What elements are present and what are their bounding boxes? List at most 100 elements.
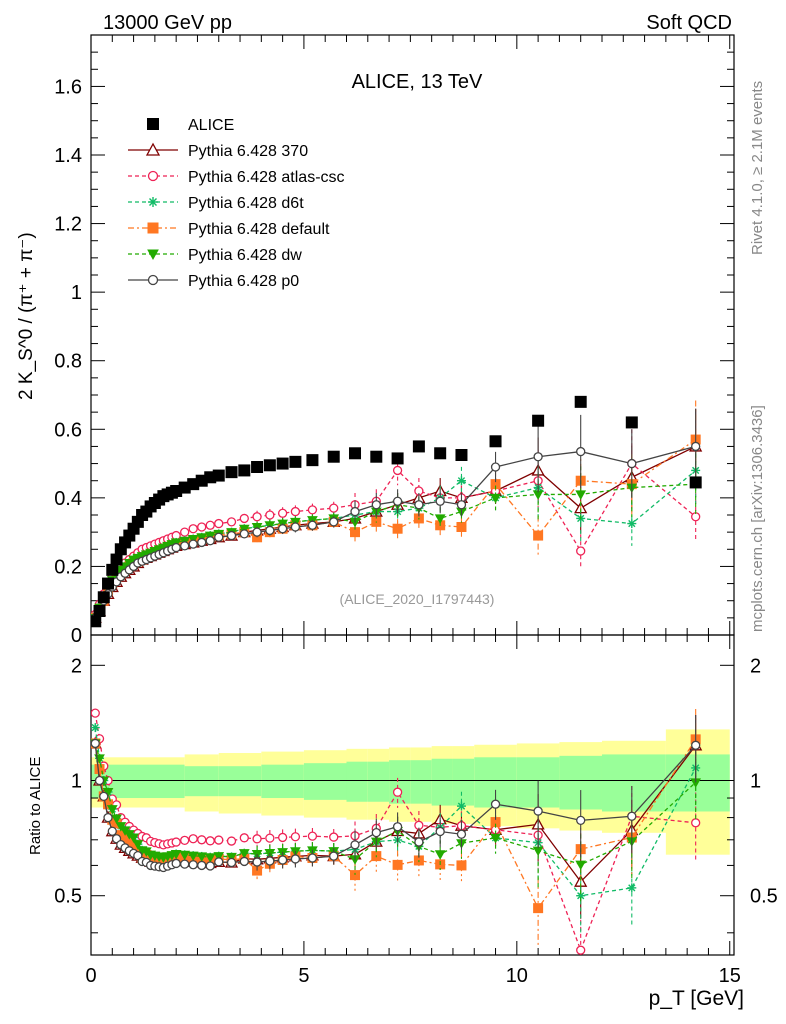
- series-pythia-6-428-p0: [91, 408, 701, 623]
- data-point: [392, 787, 403, 797]
- data-point: [226, 517, 237, 527]
- data-point: [188, 524, 198, 534]
- data-point: [91, 738, 100, 749]
- data-point: [226, 530, 237, 541]
- data-point: [371, 827, 381, 838]
- data-point: [188, 860, 198, 870]
- data-point: [576, 945, 586, 955]
- star-stroke: [457, 477, 466, 485]
- x-axis-label: p_T [GeV]: [649, 987, 744, 1010]
- data-point: [277, 855, 288, 865]
- data-point: [691, 441, 701, 452]
- data-point: [188, 539, 198, 549]
- data-point: [180, 859, 190, 869]
- data-point: [434, 514, 446, 524]
- data-point: [290, 854, 301, 864]
- data-point: [102, 577, 115, 590]
- y-tick-label: 1.6: [54, 76, 82, 98]
- ratio-band-green: [389, 760, 411, 804]
- data-point: [214, 532, 224, 542]
- ratio-y-tick-label-right: 0.5: [750, 886, 778, 908]
- data-point: [276, 457, 289, 470]
- legend-label: Pythia 6.428 dw: [188, 247, 302, 264]
- data-point: [103, 812, 113, 823]
- legend-label: ALICE: [188, 117, 234, 134]
- ratio-band-green: [303, 763, 347, 800]
- data-point: [689, 476, 702, 489]
- rivet-label: Rivet 4.1.0, ≥ 2.1M events: [749, 81, 766, 255]
- legend-label: Pythia 6.428 default: [188, 221, 330, 238]
- data-point: [106, 563, 119, 576]
- legend-item: Pythia 6.428 default: [128, 221, 330, 238]
- data-point: [111, 814, 122, 825]
- legend-label: Pythia 6.428 p0: [188, 273, 299, 290]
- legend: ALICE Pythia 6.428 370 Pythia 6.428 atlas-…: [128, 117, 345, 290]
- data-point: [306, 454, 319, 467]
- data-point: [197, 522, 207, 532]
- data-point: [147, 274, 159, 286]
- ratio-y-tick-label: 1: [71, 771, 82, 793]
- data-point: [412, 440, 425, 453]
- data-point: [179, 850, 191, 861]
- data-point: [392, 822, 403, 832]
- data-point: [145, 142, 161, 156]
- data-point: [290, 832, 301, 842]
- data-point: [171, 542, 181, 553]
- data-point: [180, 835, 190, 845]
- ratio-band-green: [601, 754, 666, 812]
- data-point: [392, 496, 403, 506]
- analysis-label: (ALICE_2020_I1797443): [340, 591, 495, 607]
- data-point: [350, 506, 360, 517]
- header-right: Soft QCD: [646, 12, 732, 34]
- data-point: [265, 510, 275, 520]
- data-point: [456, 476, 466, 486]
- data-point: [576, 546, 586, 556]
- data-point: [371, 500, 381, 510]
- ratio-y-tick-label-right: 2: [750, 655, 761, 677]
- data-point: [414, 500, 424, 510]
- data-point: [329, 851, 339, 861]
- data-point: [170, 849, 182, 860]
- y-tick-label: 0.8: [54, 351, 82, 373]
- ratio-y-tick-label-right: 1: [750, 771, 761, 793]
- y-tick-label: 1.4: [54, 145, 82, 167]
- data-point: [147, 249, 159, 261]
- data-point: [171, 837, 181, 847]
- ratio-series-pythia-6-428-p0: [91, 714, 701, 873]
- ratio-band-green: [367, 761, 390, 802]
- ratio-band-green: [346, 761, 368, 802]
- header-left: 13000 GeV pp: [103, 12, 232, 34]
- data-point: [252, 857, 262, 867]
- data-point: [226, 857, 237, 868]
- main-plot-series: [91, 395, 703, 628]
- data-point: [214, 835, 224, 845]
- data-point: [252, 527, 262, 537]
- ratio-band-green: [184, 766, 219, 797]
- data-point: [205, 536, 215, 546]
- star-stroke: [91, 723, 99, 732]
- data-point: [239, 856, 249, 867]
- data-point: [392, 465, 403, 476]
- data-point: [414, 837, 424, 847]
- data-point: [574, 395, 587, 408]
- data-point: [239, 833, 249, 843]
- data-point: [188, 834, 198, 844]
- mcplots-label: mcplots.cern.ch [arXiv:1306.3436]: [749, 405, 766, 632]
- legend-label: Pythia 6.428 atlas-csc: [188, 169, 345, 186]
- data-point: [576, 446, 586, 457]
- data-point: [456, 522, 467, 532]
- data-point: [132, 840, 144, 850]
- data-point: [307, 831, 318, 841]
- data-point: [627, 458, 637, 469]
- data-point: [97, 591, 110, 604]
- ratio-series-pythia-6-428-dw: [91, 739, 702, 902]
- data-point: [575, 490, 587, 500]
- data-point: [213, 852, 225, 862]
- data-point: [252, 834, 262, 844]
- data-point: [251, 461, 264, 473]
- data-point: [435, 826, 445, 837]
- legend-item: Pythia 6.428 dw: [128, 247, 302, 264]
- y-tick-label: 1.2: [54, 214, 82, 236]
- chart-title: ALICE, 13 TeV: [352, 71, 483, 93]
